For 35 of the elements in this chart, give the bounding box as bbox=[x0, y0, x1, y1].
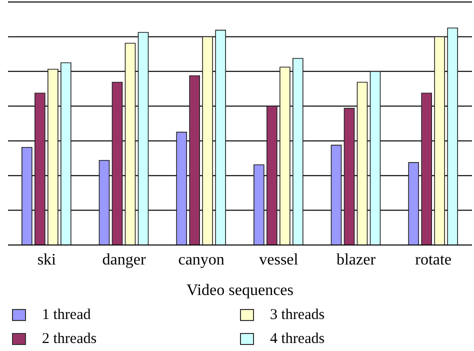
x-tick-label: canyon bbox=[178, 251, 224, 268]
legend-label: 1 thread bbox=[42, 306, 91, 324]
bar bbox=[176, 132, 187, 245]
bar bbox=[60, 62, 72, 245]
bar bbox=[34, 92, 46, 245]
bar bbox=[434, 36, 445, 245]
bar bbox=[189, 75, 200, 245]
legend-label: 2 threads bbox=[42, 330, 97, 348]
legend-label: 4 threads bbox=[270, 330, 325, 348]
x-tick-label: blazer bbox=[336, 251, 376, 268]
bar bbox=[344, 108, 355, 245]
bar bbox=[408, 162, 419, 245]
x-tick-label: rotate bbox=[415, 251, 452, 268]
x-tick-label: vessel bbox=[259, 251, 299, 268]
bar bbox=[202, 36, 213, 245]
bar bbox=[280, 66, 290, 245]
x-axis-title: Video sequences bbox=[186, 282, 294, 299]
x-tick-label: danger bbox=[102, 251, 146, 268]
bar bbox=[22, 146, 32, 245]
bar bbox=[48, 68, 58, 245]
bar bbox=[447, 28, 458, 245]
bar bbox=[370, 71, 381, 245]
bar bbox=[124, 42, 136, 245]
bar bbox=[292, 58, 304, 245]
bar bbox=[138, 32, 149, 245]
bar bbox=[98, 160, 110, 245]
bar bbox=[421, 92, 432, 245]
bar bbox=[266, 106, 278, 245]
legend-label: 3 threads bbox=[270, 306, 325, 324]
bar bbox=[215, 30, 226, 245]
bar bbox=[330, 144, 342, 245]
bar bbox=[112, 82, 123, 245]
bar bbox=[254, 164, 264, 245]
x-tick-label: ski bbox=[37, 251, 57, 268]
bar bbox=[356, 82, 368, 245]
